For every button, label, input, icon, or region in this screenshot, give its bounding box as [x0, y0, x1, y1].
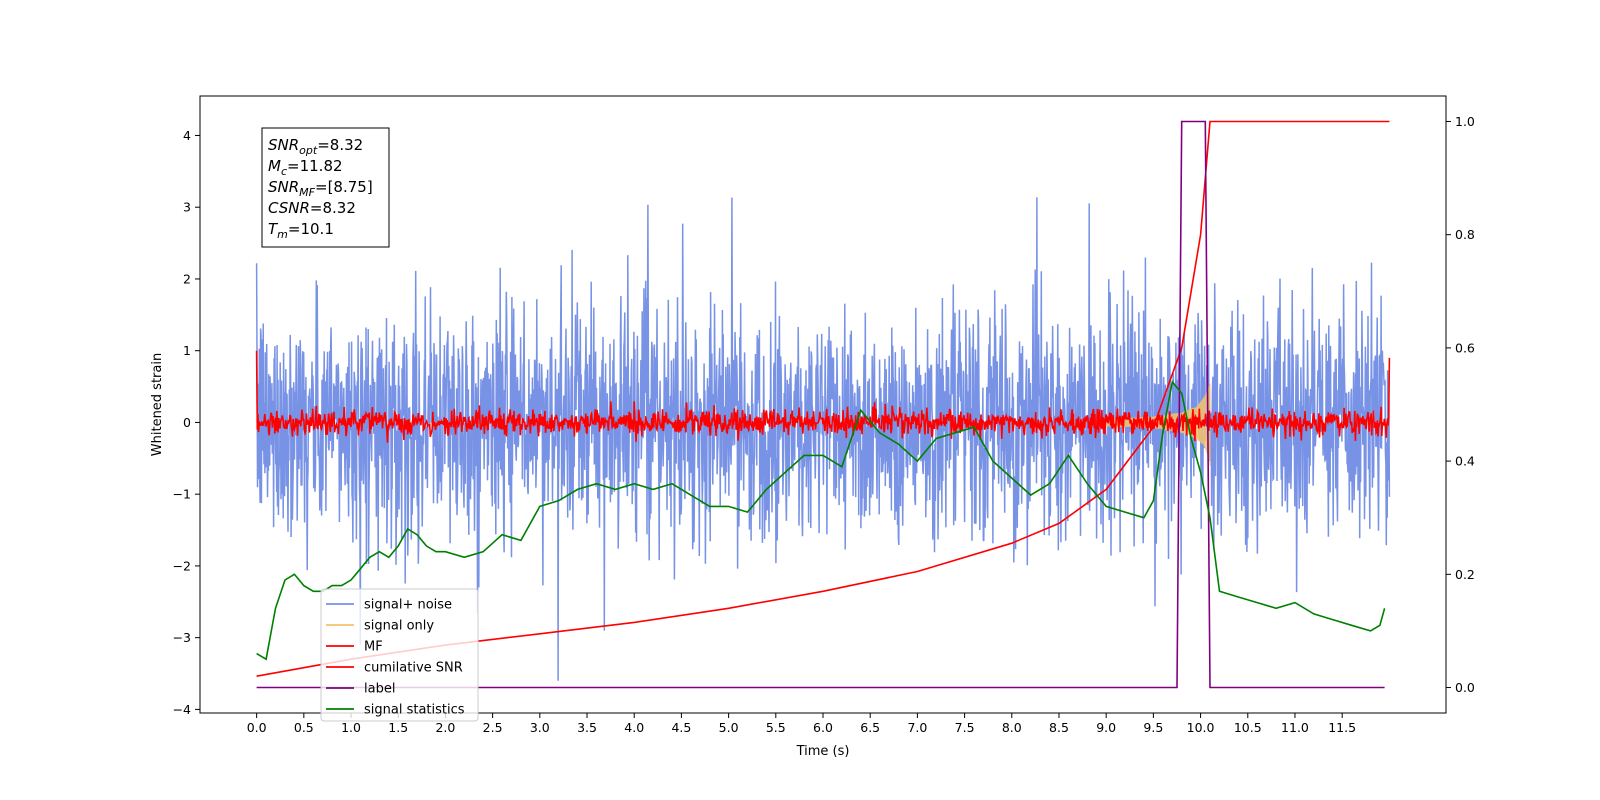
info-line-subscript: c	[281, 165, 287, 178]
x-tick-label: 0.0	[247, 720, 267, 735]
x-tick-label: 10.0	[1187, 720, 1215, 735]
x-tick-label: 11.5	[1328, 720, 1356, 735]
legend-frame	[320, 588, 479, 722]
x-tick-label: 8.0	[1002, 720, 1022, 735]
series-cumulative-snr-line	[256, 120, 1390, 677]
info-line-symbol: CSNR	[268, 199, 310, 217]
info-box: SNRopt=8.32Mc=11.82SNRMF=[8.75]CSNR=8.32…	[261, 127, 390, 248]
x-tick-label: 8.5	[1049, 720, 1069, 735]
info-line-symbol: SNR	[268, 178, 299, 196]
info-line: SNRopt=8.32	[268, 136, 363, 157]
y-tick-label: −3	[173, 630, 191, 645]
y2-tick-label: 0.2	[1455, 567, 1475, 582]
x-tick-label: 9.0	[1096, 720, 1116, 735]
info-line-subscript: opt	[299, 144, 318, 157]
x-tick-label: 4.0	[624, 720, 644, 735]
x-tick-label: 7.5	[955, 720, 975, 735]
x-tick-label: 3.5	[577, 720, 597, 735]
x-tick-label: 6.0	[813, 720, 833, 735]
x-tick-label: 2.5	[483, 720, 503, 735]
legend-entry-label: MF	[364, 640, 383, 655]
info-line: CSNR=8.32	[268, 199, 356, 217]
y-tick-label: 4	[183, 128, 191, 143]
x-tick-label: 7.0	[907, 720, 927, 735]
info-box-frame	[261, 127, 390, 248]
y-tick-label: 3	[183, 200, 191, 215]
info-line-symbol: T	[268, 220, 279, 238]
info-line-value: =10.1	[288, 220, 334, 238]
x-axis-label: Time (s)	[796, 744, 850, 759]
x-tick-label: 11.0	[1281, 720, 1309, 735]
series-label-line	[256, 120, 1385, 689]
y-tick-label: −4	[173, 702, 191, 717]
info-line: Tm=10.1	[268, 220, 334, 241]
y2-tick-label: 0.0	[1455, 680, 1475, 695]
y-tick-label: 1	[183, 343, 191, 358]
info-line-subscript: m	[277, 228, 288, 241]
legend-entry-label: cumilative SNR	[364, 661, 463, 676]
series-mf-line	[255, 350, 1391, 443]
info-line-subscript: MF	[299, 186, 315, 199]
info-line-symbol: M	[268, 157, 281, 175]
y-axis-label: Whitened strain	[150, 353, 165, 456]
y-tick-label: 0	[183, 415, 191, 430]
legend-entry-label: signal+ noise	[364, 598, 452, 613]
x-tick-label: 5.5	[766, 720, 786, 735]
x-tick-label: 3.0	[530, 720, 550, 735]
info-line: SNRMF=[8.75]	[268, 178, 373, 199]
y2-tick-label: 1.0	[1455, 114, 1475, 129]
x-tick-label: 0.5	[294, 720, 314, 735]
info-line-symbol: SNR	[268, 136, 299, 154]
y2-tick-label: 0.6	[1455, 340, 1475, 355]
y-tick-label: −2	[173, 558, 191, 573]
info-line-value: =8.32	[310, 199, 356, 217]
x-tick-label: 4.5	[671, 720, 691, 735]
x-tick-label: 5.0	[719, 720, 739, 735]
info-line: Mc=11.82	[268, 157, 343, 178]
legend-entry-label: label	[364, 682, 395, 697]
y-tick-label: −1	[173, 487, 191, 502]
legend-entry-label: signal only	[364, 619, 434, 634]
series-signal-statistics-line	[256, 380, 1386, 661]
y-tick-label: 2	[183, 271, 191, 286]
y2-tick-label: 0.8	[1455, 227, 1475, 242]
info-line-value: =[8.75]	[315, 178, 373, 196]
x-tick-label: 2.0	[435, 720, 455, 735]
x-tick-label: 9.5	[1143, 720, 1163, 735]
info-line-value: =11.82	[287, 157, 343, 175]
x-tick-label: 10.5	[1234, 720, 1262, 735]
info-line-value: =8.32	[317, 136, 363, 154]
y2-tick-label: 0.4	[1455, 454, 1475, 469]
x-tick-label: 1.0	[341, 720, 361, 735]
x-tick-label: 6.5	[860, 720, 880, 735]
legend-entry-label: signal statistics	[364, 703, 465, 718]
legend: signal+ noise signal only MF cumilative SNR…	[320, 588, 479, 722]
x-tick-label: 1.5	[388, 720, 408, 735]
